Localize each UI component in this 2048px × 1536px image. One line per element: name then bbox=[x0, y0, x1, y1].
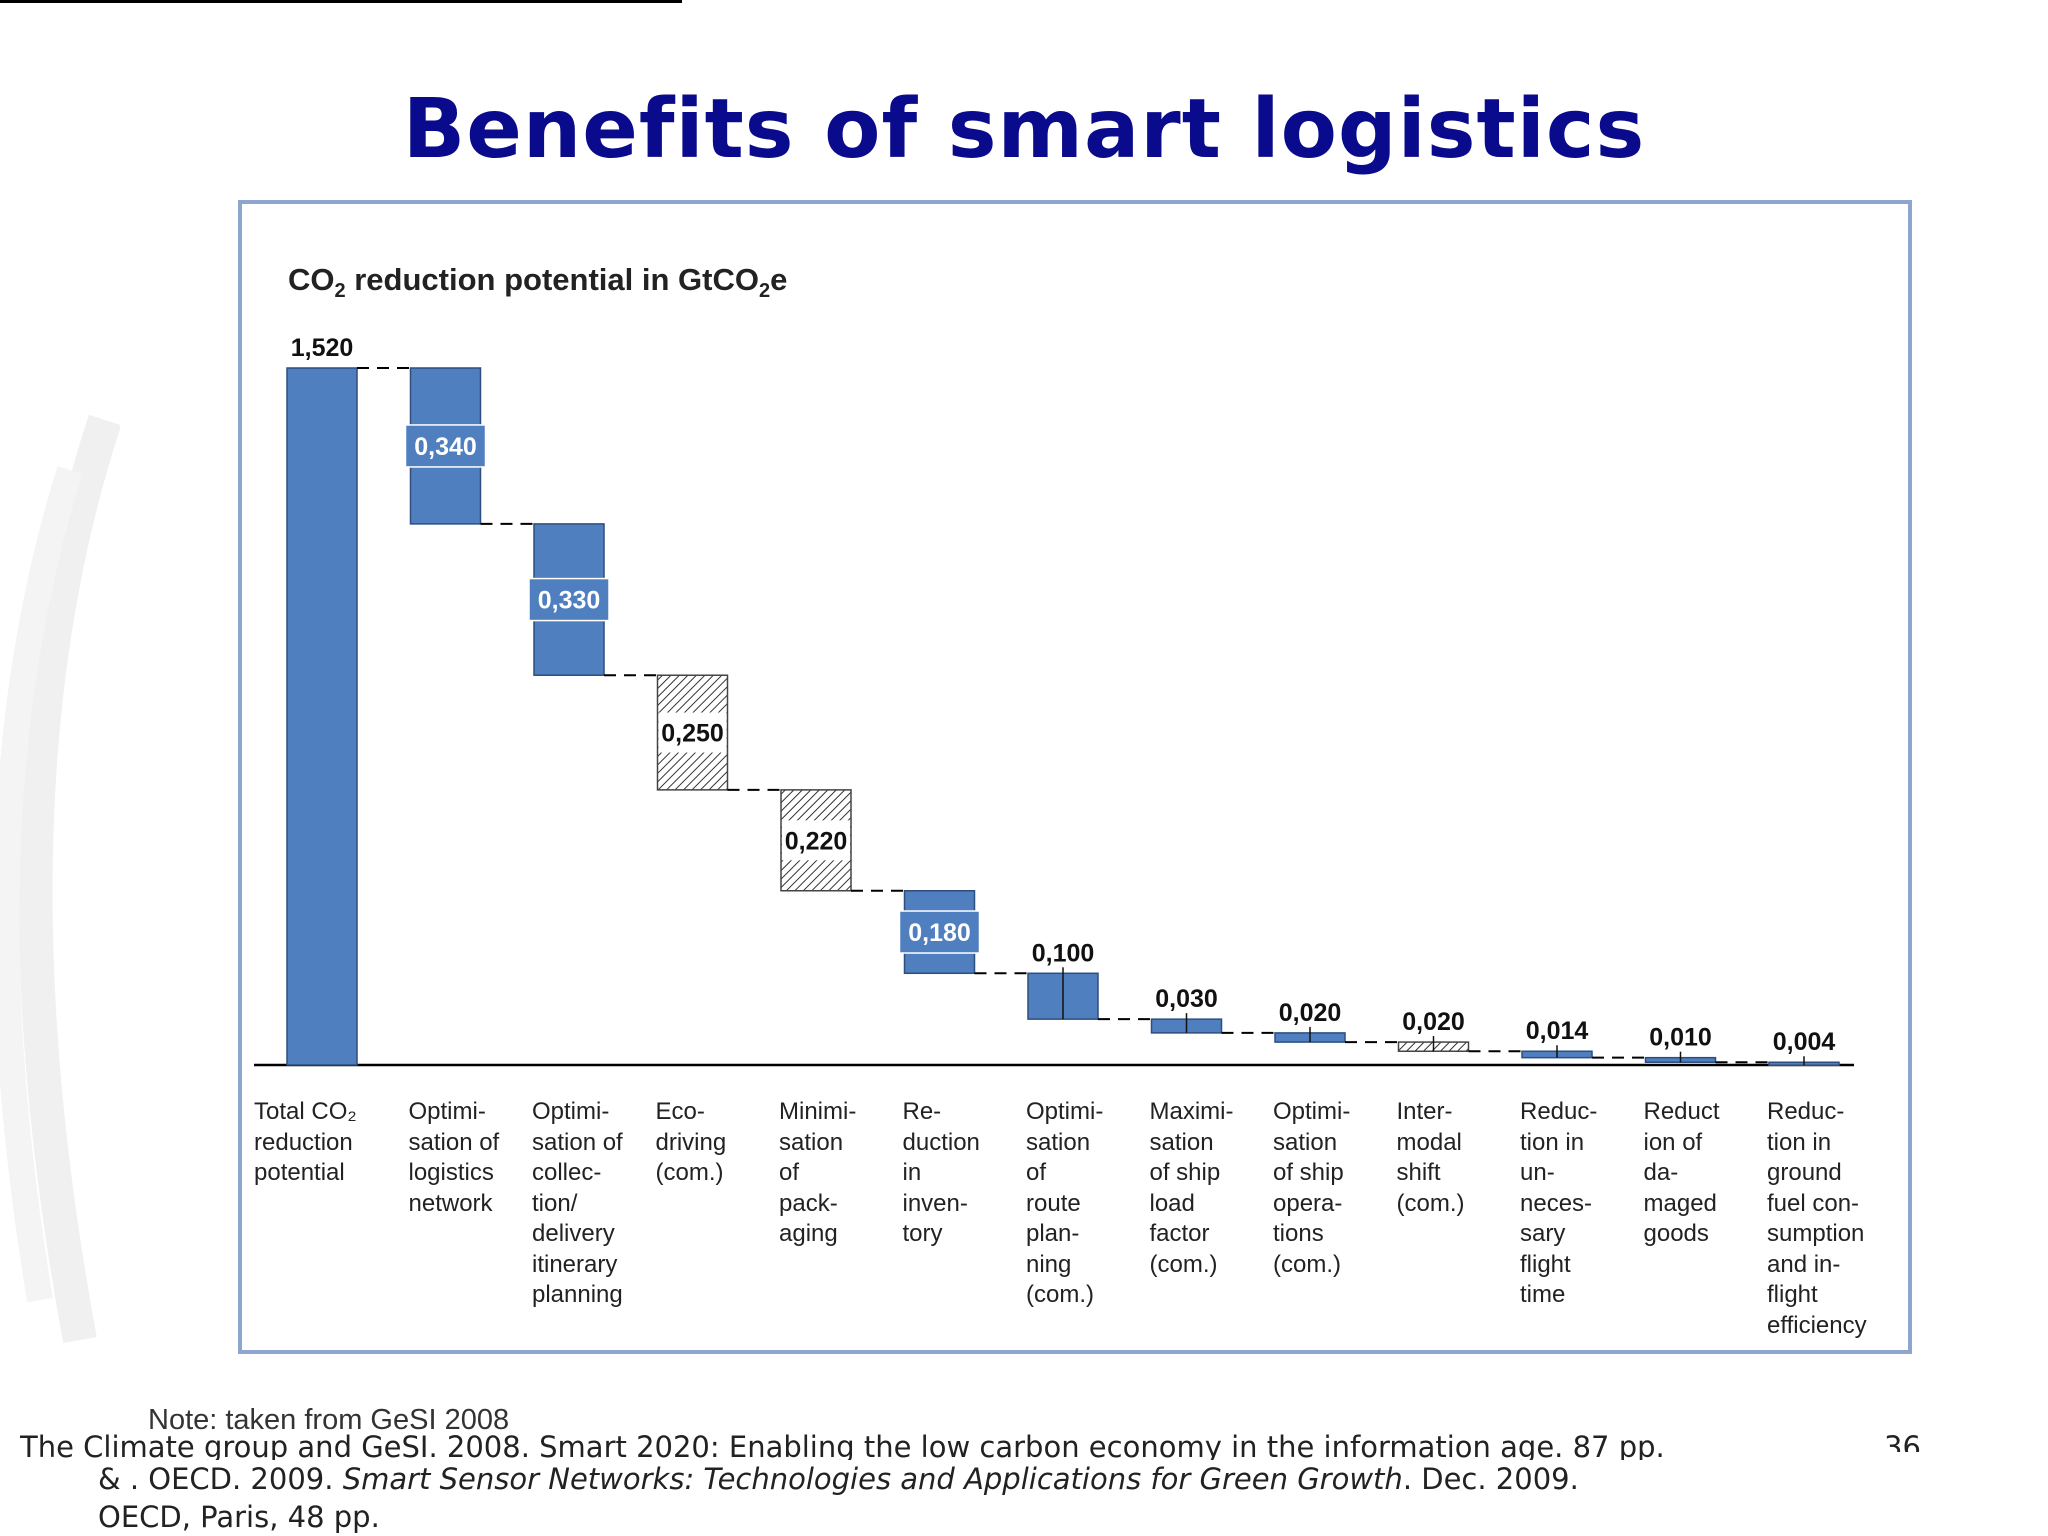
data-label-0: 1,520 bbox=[291, 334, 354, 362]
category-label-6: Optimi- sation of route plan- ning (com.… bbox=[1026, 1098, 1104, 1308]
chart-title: CO2 reduction potential in GtCO2e bbox=[288, 262, 788, 303]
reference-line-1: The Climate group and GeSI. 2008. Smart … bbox=[20, 1430, 1665, 1460]
data-label-box-5 bbox=[898, 910, 981, 954]
top-rule bbox=[0, 0, 682, 3]
reference-line-2: & . OECD. 2009. Smart Sensor Networks: T… bbox=[98, 1462, 1579, 1496]
category-label-9: Inter- modal shift (com.) bbox=[1396, 1098, 1465, 1217]
data-label-11: 0,010 bbox=[1649, 1024, 1712, 1052]
data-label-8: 0,020 bbox=[1279, 999, 1342, 1027]
data-label-1: 0,340 bbox=[414, 433, 477, 461]
chart-note: Note: taken from GeSI 2008 bbox=[148, 1404, 510, 1436]
category-label-2: Optimi- sation of collec- tion/ delivery… bbox=[532, 1098, 623, 1308]
category-label-1: Optimi- sation of logistics network bbox=[408, 1098, 500, 1217]
category-label-11: Reduct ion of da- maged goods bbox=[1643, 1098, 1720, 1247]
reference-line-3: OECD, Paris, 48 pp. bbox=[98, 1500, 380, 1534]
data-label-3: 0,250 bbox=[661, 720, 724, 748]
waterfall-chart: 1,520 0,340 0,330 0,250 0,220 0,180 0,100 0,030… bbox=[254, 334, 1854, 1067]
data-label-box-4 bbox=[782, 820, 850, 861]
data-label-6: 0,100 bbox=[1032, 939, 1095, 967]
chart-frame: CO2 reduction potential in GtCO2e 1,520 0… bbox=[238, 200, 1912, 1354]
category-label-4: Minimi- sation of pack- aging bbox=[779, 1098, 857, 1247]
category-label-10: Reduc- tion in un- neces- sary flight ti… bbox=[1520, 1098, 1598, 1308]
data-label-box-2 bbox=[528, 577, 610, 622]
category-label-8: Optimi- sation of ship opera- tions (com… bbox=[1273, 1098, 1351, 1278]
category-label-12: Reduc- tion in ground fuel con- sumption… bbox=[1767, 1098, 1867, 1339]
data-label-4: 0,220 bbox=[785, 827, 848, 855]
data-label-2: 0,330 bbox=[538, 587, 601, 615]
data-label-7: 0,030 bbox=[1155, 985, 1218, 1013]
slide-title: Benefits of smart logistics bbox=[402, 82, 1646, 177]
category-label-3: Eco- driving (com.) bbox=[655, 1098, 727, 1186]
data-label-box-1 bbox=[404, 424, 487, 468]
category-label-7: Maximi- sation of ship load factor (com.… bbox=[1149, 1098, 1234, 1278]
watermark-arc bbox=[0, 414, 120, 1344]
data-label-12: 0,004 bbox=[1773, 1028, 1836, 1056]
bar-0 bbox=[286, 367, 358, 1066]
data-label-10: 0,014 bbox=[1526, 1017, 1589, 1045]
data-label-9: 0,020 bbox=[1402, 1008, 1465, 1036]
page-number: 36 bbox=[1884, 1430, 1921, 1452]
data-label-box-3 bbox=[658, 712, 727, 753]
data-label-5: 0,180 bbox=[908, 919, 971, 947]
category-label-0: Total CO₂ reduction potential bbox=[254, 1098, 357, 1186]
category-label-5: Re- duction in inven- tory bbox=[902, 1098, 980, 1247]
